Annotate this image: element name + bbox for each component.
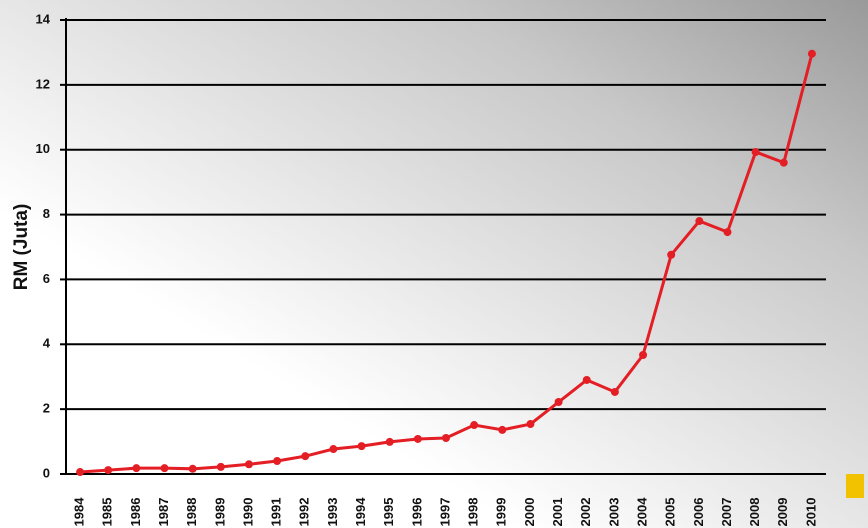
data-point xyxy=(104,466,113,475)
x-tick-label: 2006 xyxy=(691,498,706,527)
x-tick-label: 2008 xyxy=(747,498,762,527)
data-point xyxy=(216,462,225,471)
x-tick-label: 2007 xyxy=(719,498,734,527)
x-tick-label: 1995 xyxy=(381,498,396,527)
data-point xyxy=(751,147,760,156)
y-tick-label: 8 xyxy=(43,206,50,221)
data-point xyxy=(639,350,648,359)
y-tick-label: 14 xyxy=(36,11,51,26)
data-point xyxy=(498,425,507,434)
x-tick-label: 2005 xyxy=(663,498,678,527)
y-tick-label: 2 xyxy=(43,401,50,416)
data-point xyxy=(244,460,253,469)
x-tick-label: 2004 xyxy=(634,497,649,527)
data-point xyxy=(76,468,85,477)
data-point xyxy=(357,442,366,451)
x-tick-label: 2000 xyxy=(522,498,537,527)
data-point xyxy=(667,250,676,259)
x-tick-label: 2002 xyxy=(578,498,593,527)
data-point xyxy=(723,228,732,237)
x-tick-label: 1992 xyxy=(297,498,312,527)
data-point xyxy=(695,217,704,226)
x-tick-label: 2001 xyxy=(550,498,565,527)
data-point xyxy=(470,421,479,430)
data-point xyxy=(301,452,310,461)
data-point xyxy=(526,420,535,429)
data-point xyxy=(413,434,422,443)
x-tick-label: 1997 xyxy=(437,498,452,527)
data-point xyxy=(188,464,197,473)
data-point xyxy=(385,437,394,446)
x-tick-label: 2003 xyxy=(606,498,621,527)
y-tick-label: 6 xyxy=(43,271,50,286)
data-point xyxy=(132,464,141,473)
data-point xyxy=(554,398,563,407)
logo xyxy=(846,474,864,498)
x-tick-label: 1993 xyxy=(325,498,340,527)
y-axis-label: RM (Juta) xyxy=(11,204,32,291)
x-tick-label: 1990 xyxy=(240,498,255,527)
y-tick-label: 12 xyxy=(36,76,50,91)
data-point xyxy=(807,49,816,58)
y-tick-label: 10 xyxy=(36,141,50,156)
data-point xyxy=(582,375,591,384)
x-tick-label: 1991 xyxy=(269,498,284,527)
x-tick-label: 1994 xyxy=(353,497,368,527)
x-tick-label: 2010 xyxy=(803,498,818,527)
y-tick-label: 0 xyxy=(43,465,50,480)
x-tick-label: 1998 xyxy=(466,498,481,527)
x-tick-label: 1989 xyxy=(212,498,227,527)
x-tick-label: 1996 xyxy=(409,498,424,527)
x-tick-label: 1987 xyxy=(156,498,171,527)
x-tick-label: 1984 xyxy=(72,497,87,527)
data-point xyxy=(610,387,619,396)
x-tick-label: 1986 xyxy=(128,498,143,527)
data-point xyxy=(329,445,338,454)
x-tick-label: 1988 xyxy=(184,498,199,527)
data-point xyxy=(442,434,450,443)
data-point xyxy=(273,457,282,466)
data-point xyxy=(160,464,169,473)
y-tick-label: 4 xyxy=(43,336,51,351)
x-tick-label: 2009 xyxy=(775,498,790,527)
x-tick-label: 1985 xyxy=(100,498,115,527)
data-point xyxy=(779,158,788,167)
x-tick-label: 1999 xyxy=(494,498,509,527)
